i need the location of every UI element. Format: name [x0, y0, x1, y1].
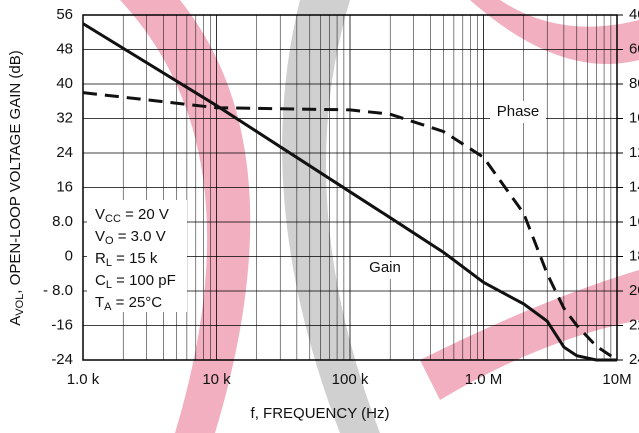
x-tick-label: 100 k: [332, 371, 369, 388]
y-tick-label: 56: [56, 6, 73, 23]
condition-symbol: V: [95, 228, 105, 245]
x-tick-label: 10 k: [202, 371, 231, 388]
y2-tick-label: 240: [629, 351, 639, 368]
y2-tick-label: 160: [629, 213, 639, 230]
watermark: [120, 0, 639, 433]
condition: RL = 15 k: [95, 250, 158, 269]
y-tick-label: 32: [56, 109, 73, 126]
condition-text: = 15 k: [112, 250, 158, 267]
y2-tick-label: 60: [629, 40, 639, 57]
y-tick-label: 8.0: [52, 213, 73, 230]
y-tick-label: 0: [65, 247, 73, 264]
y-axis-label: AVOL, OPEN-LOOP VOLTAGE GAIN (dB): [7, 50, 26, 325]
condition-symbol: T: [95, 294, 104, 311]
x-tick-label: 1.0 k: [67, 371, 100, 388]
y-label-text: , OPEN-LOOP VOLTAGE GAIN (dB): [7, 50, 24, 293]
condition-sub: CC: [105, 213, 121, 225]
label-bg: [490, 101, 546, 123]
condition-sub: L: [106, 257, 112, 269]
x-axis-label: f, FREQUENCY (Hz): [251, 405, 390, 422]
condition-text: = 3.0 V: [114, 228, 166, 245]
conditions-bg: [87, 200, 187, 312]
condition: VO = 3.0 V: [95, 228, 166, 247]
plot-frame: [82, 14, 618, 361]
series-label: Phase: [497, 103, 540, 120]
y-tick-label: 16: [56, 178, 73, 195]
y2-tick-label: 200: [629, 282, 639, 299]
series-label: Gain: [369, 259, 401, 276]
condition-symbol: V: [95, 206, 105, 223]
y-label-symbol: A: [7, 316, 24, 326]
y-tick-label: -24: [51, 351, 73, 368]
condition: VCC = 20 V: [95, 206, 169, 225]
y2-tick-label: 40: [629, 6, 639, 23]
condition-text: = 100 pF: [112, 272, 176, 289]
series-line: [82, 91, 618, 362]
condition: CL = 100 pF: [95, 272, 176, 291]
y2-tick-label: 140: [629, 178, 639, 195]
condition-sub: A: [104, 301, 112, 313]
y-label-sub: VOL: [14, 294, 26, 316]
condition-text: = 25°C: [112, 294, 163, 311]
condition-symbol: C: [95, 272, 106, 289]
y-tick-label: 48: [56, 40, 73, 57]
x-tick-label: 1.0 M: [465, 371, 503, 388]
y-tick-label: 40: [56, 75, 73, 92]
y2-tick-label: 80: [629, 75, 639, 92]
condition-sub: L: [106, 279, 112, 291]
condition-sub: O: [105, 235, 114, 247]
y2-tick-label: 220: [629, 316, 639, 333]
y-tick-label: - 8.0: [43, 282, 73, 299]
series-line: [82, 22, 617, 362]
label-bg: [357, 257, 413, 279]
y2-tick-label: 120: [629, 144, 639, 161]
x-tick-label: 10M: [602, 371, 631, 388]
y2-tick-label: 100: [629, 109, 639, 126]
condition: TA = 25°C: [95, 294, 162, 313]
y2-tick-label: 180: [629, 247, 639, 264]
y-tick-label: -16: [51, 316, 73, 333]
condition-text: = 20 V: [121, 206, 169, 223]
condition-symbol: R: [95, 250, 106, 267]
y-tick-label: 24: [56, 144, 73, 161]
